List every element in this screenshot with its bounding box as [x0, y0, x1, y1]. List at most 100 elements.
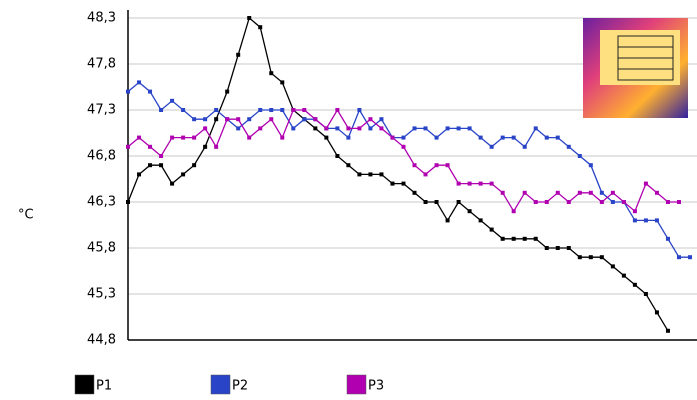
data-point — [412, 126, 417, 131]
data-point — [390, 135, 395, 140]
data-point — [258, 126, 263, 131]
data-point — [434, 163, 439, 168]
data-point — [126, 144, 130, 149]
legend-swatch — [210, 374, 231, 395]
data-point — [555, 135, 560, 140]
data-point — [291, 108, 296, 112]
legend-label: P1 — [96, 379, 112, 394]
data-point — [610, 190, 615, 195]
y-axis-label: °C — [18, 208, 34, 223]
data-point — [676, 200, 681, 204]
data-point — [357, 172, 362, 177]
data-point — [368, 117, 373, 122]
data-point — [225, 117, 230, 122]
legend-label: P2 — [232, 379, 248, 394]
data-point — [654, 190, 659, 195]
data-point — [357, 126, 362, 131]
legend-label: P3 — [368, 379, 384, 394]
data-point — [643, 181, 648, 186]
data-point — [445, 163, 450, 168]
data-point — [522, 144, 527, 149]
data-point — [203, 117, 208, 122]
data-point — [401, 144, 406, 149]
data-point — [137, 172, 142, 177]
data-point — [423, 126, 428, 131]
data-point — [445, 126, 450, 131]
data-point — [599, 255, 604, 260]
data-point — [500, 190, 505, 195]
legend-swatch — [74, 374, 95, 395]
data-point — [555, 246, 560, 250]
data-point — [566, 246, 571, 250]
data-point — [247, 16, 252, 20]
data-point — [269, 71, 274, 76]
data-point — [126, 89, 130, 94]
data-point — [236, 117, 241, 122]
data-point — [247, 117, 252, 122]
data-point — [610, 200, 615, 204]
data-point — [335, 108, 340, 112]
data-point — [401, 181, 406, 186]
data-point — [489, 144, 494, 149]
data-point — [148, 163, 153, 168]
data-point — [324, 126, 329, 131]
data-point — [676, 255, 681, 260]
data-point — [280, 135, 285, 140]
data-point — [137, 135, 142, 140]
data-point — [566, 200, 571, 204]
data-point — [522, 236, 527, 241]
data-point — [688, 255, 692, 260]
data-point — [577, 154, 582, 158]
data-point — [181, 135, 186, 140]
data-point — [335, 154, 340, 158]
data-point — [654, 218, 659, 223]
data-point — [401, 135, 406, 140]
data-point — [456, 200, 461, 204]
data-point — [654, 310, 659, 315]
data-point — [137, 80, 142, 85]
data-point — [599, 200, 604, 204]
y-tick-label: 47,3 — [87, 103, 116, 118]
data-point — [291, 126, 296, 131]
data-point — [247, 135, 252, 140]
data-point — [258, 108, 263, 112]
data-point — [621, 273, 626, 278]
data-point — [335, 126, 340, 131]
data-point — [533, 200, 538, 204]
data-point — [379, 117, 384, 122]
data-point — [368, 126, 373, 131]
data-point — [467, 209, 472, 214]
data-point — [566, 144, 571, 149]
y-tick-label: 47,8 — [87, 57, 116, 72]
data-point — [632, 209, 637, 214]
data-point — [544, 246, 549, 250]
legend-swatch — [346, 374, 367, 395]
data-point — [170, 181, 175, 186]
data-point — [379, 172, 384, 177]
data-point — [280, 108, 285, 112]
y-tick-label: 45,3 — [87, 287, 116, 302]
data-point — [302, 108, 307, 112]
data-point — [412, 190, 417, 195]
data-point — [555, 190, 560, 195]
data-point — [181, 172, 186, 177]
data-point — [511, 135, 516, 140]
data-point — [258, 25, 263, 30]
series-line — [127, 108, 679, 213]
data-point — [203, 144, 208, 149]
data-point — [269, 108, 274, 112]
data-point — [478, 135, 483, 140]
data-point — [478, 181, 483, 186]
data-point — [225, 89, 230, 94]
data-point — [379, 126, 384, 131]
y-tick-label: 46,3 — [87, 195, 116, 210]
data-point — [500, 236, 505, 241]
data-point — [643, 218, 648, 223]
data-point — [544, 200, 549, 204]
data-point — [500, 135, 505, 140]
data-point — [214, 144, 219, 149]
data-point — [489, 181, 494, 186]
data-point — [588, 163, 593, 168]
data-point — [434, 135, 439, 140]
